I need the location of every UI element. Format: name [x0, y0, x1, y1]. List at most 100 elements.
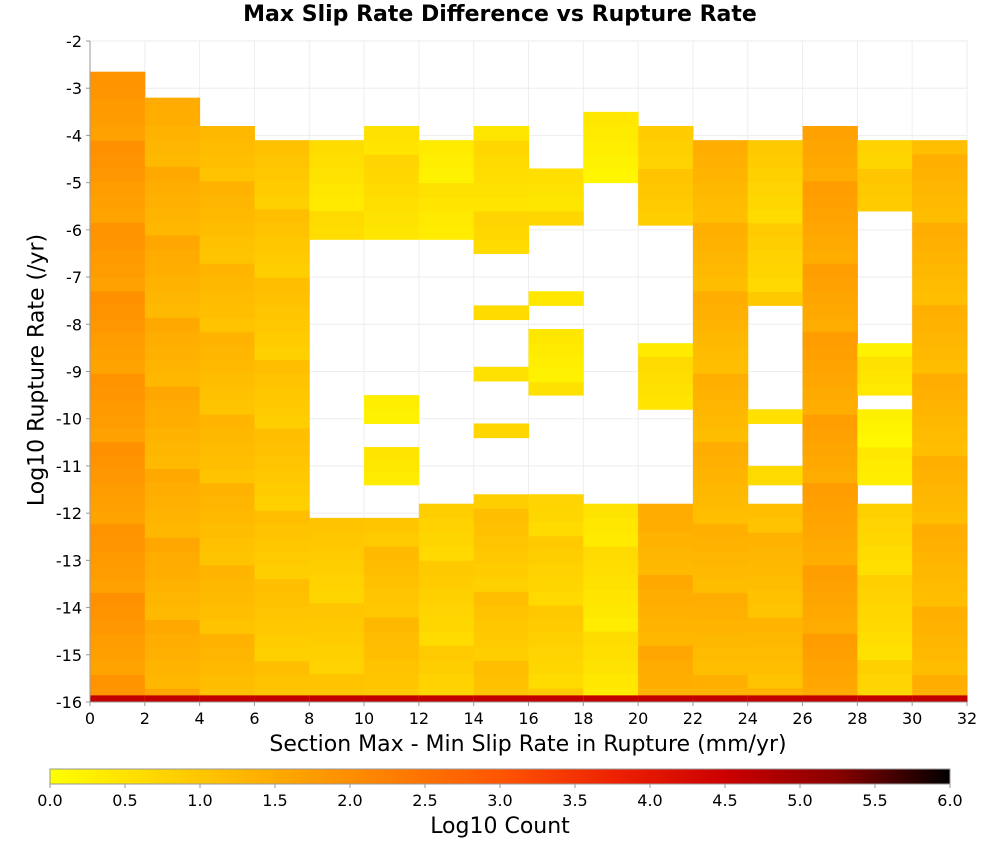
heatmap-cell: [857, 659, 913, 675]
heatmap-cell: [747, 409, 804, 424]
heatmap-cell: [90, 564, 146, 580]
heatmap-cell: [90, 510, 146, 525]
heatmap-cell: [857, 382, 913, 396]
heatmap-cell: [90, 181, 146, 196]
heatmap-cell: [857, 182, 913, 198]
heatmap-cell: [583, 560, 639, 576]
heatmap-cell: [857, 168, 913, 184]
heatmap-cell: [912, 345, 968, 360]
heatmap-cell: [912, 140, 968, 155]
heatmap-cell: [638, 125, 694, 141]
heatmap-cell: [199, 482, 255, 497]
heatmap-cell: [692, 695, 749, 702]
heatmap-cell: [747, 503, 804, 519]
heatmap-cell: [364, 182, 420, 198]
heatmap-cell: [692, 167, 749, 182]
heatmap-cell: [802, 413, 858, 429]
heatmap-cell: [254, 482, 310, 497]
heatmap-cell: [692, 482, 749, 497]
heatmap-cell: [802, 221, 858, 237]
heatmap-cell: [747, 532, 804, 547]
heatmap-cell: [199, 208, 255, 223]
heatmap-cell: [364, 532, 420, 547]
heatmap-cell: [912, 194, 968, 210]
heatmap-cell: [144, 413, 201, 428]
heatmap-cell: [857, 517, 913, 533]
heatmap-cell: [692, 249, 749, 264]
x-tick-label: 28: [847, 709, 867, 728]
x-tick-label: 18: [573, 709, 593, 728]
heatmap-cell: [638, 532, 694, 547]
heatmap-cell: [199, 331, 255, 346]
heatmap-cell: [364, 168, 420, 184]
heatmap-cell: [254, 208, 310, 223]
heatmap-cell: [912, 208, 968, 223]
heatmap-cell: [473, 605, 529, 620]
heatmap-cell: [583, 617, 639, 632]
heatmap-cell: [692, 510, 749, 525]
heatmap-cell: [418, 673, 475, 689]
heatmap-cell: [418, 602, 475, 618]
heatmap-cell: [802, 578, 858, 593]
heatmap-cell: [802, 441, 858, 456]
heatmap-cell: [583, 154, 639, 169]
heatmap-cell: [254, 537, 310, 552]
heatmap-cell: [857, 447, 913, 461]
heatmap-cell: [364, 631, 420, 646]
heatmap-cell: [90, 140, 146, 155]
heatmap-cell: [747, 517, 804, 533]
heatmap-cell: [857, 434, 913, 448]
heatmap-cell: [638, 645, 694, 661]
heatmap-cell: [857, 140, 913, 155]
heatmap-cell: [857, 602, 913, 618]
heatmap-cell: [692, 359, 749, 374]
heatmap-cell: [912, 537, 968, 552]
heatmap-cell: [802, 180, 858, 196]
heatmap-cell: [473, 535, 529, 551]
heatmap-cell: [692, 606, 749, 621]
heatmap-cell: [364, 617, 420, 632]
heatmap-cell: [144, 125, 201, 140]
heatmap-cell: [802, 249, 858, 264]
heatmap-cell: [583, 125, 639, 141]
heatmap-cell: [309, 517, 365, 533]
heatmap-cell: [144, 578, 201, 593]
heatmap-cell: [802, 263, 858, 278]
heatmap-cell: [90, 249, 146, 265]
heatmap-cell: [90, 578, 146, 593]
heatmap-cell: [747, 465, 804, 486]
heatmap-cell: [309, 532, 365, 547]
heatmap-cell: [802, 523, 858, 538]
heatmap-cell: [309, 673, 365, 689]
heatmap-cell: [692, 332, 749, 347]
heatmap-cell: [90, 660, 146, 676]
heatmap-cell: [199, 139, 255, 154]
heatmap-cell: [638, 503, 694, 519]
heatmap-cell: [144, 235, 201, 250]
heatmap-cell: [473, 577, 529, 592]
heatmap-cell: [199, 235, 255, 250]
heatmap-cell: [199, 345, 255, 360]
heatmap-cell: [144, 564, 201, 579]
heatmap-cell: [90, 537, 146, 552]
heatmap-cell: [199, 647, 255, 662]
heatmap-cell: [473, 494, 529, 509]
y-tick-label: -9: [66, 363, 82, 382]
heatmap-cell: [418, 546, 475, 561]
heatmap-cell: [90, 455, 146, 470]
heatmap-cell: [90, 153, 146, 169]
heatmap-cell: [528, 632, 584, 648]
heatmap-cell: [364, 125, 420, 141]
y-tick-label: -14: [56, 599, 82, 618]
y-axis-label: Log10 Rupture Rate (/yr): [24, 233, 50, 507]
heatmap-cell: [638, 588, 694, 604]
heatmap-cell: [254, 400, 310, 415]
heatmap-cell: [254, 373, 310, 388]
heatmap-cell: [528, 618, 584, 634]
heatmap-cell: [418, 154, 475, 169]
x-tick-label: 26: [792, 709, 812, 728]
heatmap-cell: [254, 695, 310, 702]
heatmap-cell: [144, 262, 201, 277]
heatmap-cell: [418, 574, 475, 590]
heatmap-cell: [90, 263, 146, 278]
